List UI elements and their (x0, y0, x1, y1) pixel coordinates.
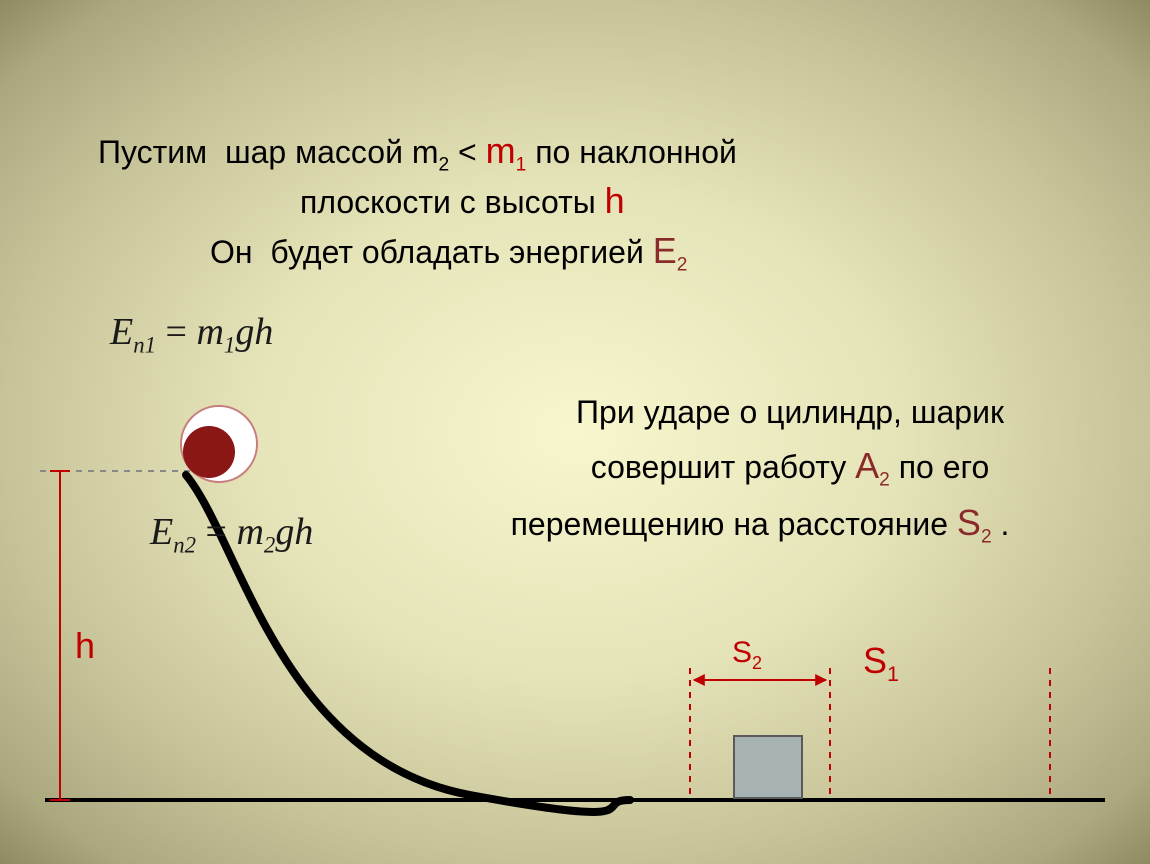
p2-l1: При ударе о цилиндр, шарик (470, 388, 1110, 438)
block-cylinder (734, 736, 802, 798)
l3-a: Он будет обладать энергией (210, 234, 653, 270)
label-h-text: h (75, 625, 95, 666)
f1-m: m (196, 311, 223, 353)
f1-gh: gh (235, 311, 273, 353)
label-s1: S1 (863, 640, 899, 687)
l2-a: плоскости с высоты (300, 184, 605, 220)
f1-1: 1 (224, 333, 235, 358)
l2-h: h (605, 180, 625, 221)
p2-l3b: . (992, 506, 1010, 542)
l1-b: < (458, 134, 486, 170)
f2-eq: = (196, 511, 236, 553)
p2-S-sub: 2 (981, 526, 992, 547)
p2-A: A (855, 445, 879, 486)
s1-sub: 1 (887, 661, 899, 686)
p2-l2b: по его (890, 449, 989, 485)
l1-a: Пустим шар массой m (98, 134, 438, 170)
l1-sub1: 2 (438, 154, 449, 175)
formula-en1: En1 = m1gh (110, 310, 273, 359)
ball-outer (181, 406, 257, 482)
l1-sub2: 1 (516, 154, 527, 175)
paragraph-2: При ударе о цилиндр, шарик совершит рабо… (470, 388, 1110, 552)
f2-2: 2 (264, 533, 275, 558)
f2-gh: gh (275, 511, 313, 553)
p2-l2a: совершит работу (591, 449, 855, 485)
f2-n2: n2 (173, 533, 196, 558)
heading-line-2: плоскости с высоты h (300, 180, 625, 222)
label-s2: S2 (732, 636, 762, 674)
formula-en2: En2 = m2gh (150, 510, 313, 559)
f1-E: E (110, 311, 133, 353)
l1-c: по наклонной (526, 134, 737, 170)
label-h: h (75, 625, 95, 667)
heading-line-3: Он будет обладать энергией E2 (210, 230, 687, 276)
s2-S: S (732, 636, 752, 669)
f1-n1: n1 (133, 333, 156, 358)
f1-eq: = (156, 311, 196, 353)
p2-l3a: перемещению на расстояние (511, 506, 957, 542)
s2-sub: 2 (752, 653, 762, 673)
l3-sub: 2 (677, 254, 688, 275)
l3-E: E (653, 230, 677, 271)
ball-inner (183, 426, 235, 478)
heading-line-1: Пустим шар массой m2 < m1 по наклонной (98, 130, 737, 176)
p2-S: S (957, 502, 981, 543)
f2-E: E (150, 511, 173, 553)
f2-m: m (236, 511, 263, 553)
l1-m: m (486, 130, 516, 171)
p2-A-sub: 2 (879, 469, 890, 490)
s1-S: S (863, 640, 887, 681)
